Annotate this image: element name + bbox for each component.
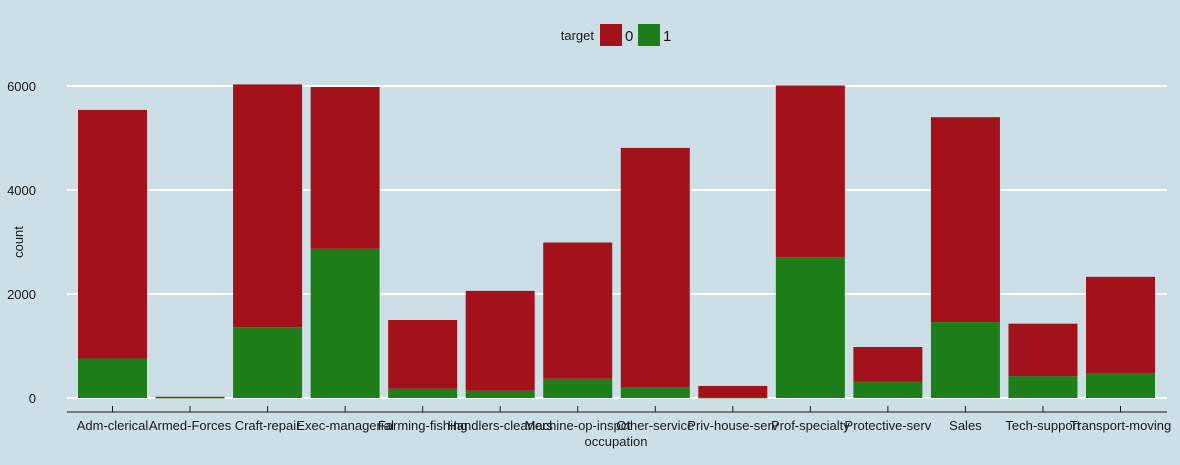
y-tick-label-4000: 4000 [7, 183, 36, 198]
y-axis: 0 2000 4000 6000 [7, 79, 36, 406]
x-tick-label-Armed-Forces: Armed-Forces [149, 418, 232, 433]
bar-Armed-Forces-target-0 [155, 396, 225, 398]
bar-Protective-serv-target-0 [853, 347, 923, 382]
gridlines [67, 85, 1167, 399]
x-tick-label-Tech-support: Tech-support [1005, 418, 1081, 433]
bar-Handlers-cleaners-target-0 [465, 290, 535, 391]
y-axis-title: count [11, 226, 26, 258]
bar-Farming-fishing-target-1 [388, 388, 458, 398]
legend-title: target [561, 28, 595, 43]
bar-Craft-repair-target-0 [233, 84, 303, 328]
bar-Armed-Forces-target-1 [155, 397, 225, 399]
bar-Craft-repair-target-1 [233, 327, 303, 398]
x-tick-label-Machine-op-inspct: Machine-op-inspct [525, 418, 632, 433]
bar-Other-service-target-1 [620, 387, 690, 398]
bar-Sales-target-0 [930, 117, 1000, 323]
bar-Exec-managerial-target-0 [310, 87, 380, 249]
bar-Priv-house-serv-target-1 [698, 397, 768, 399]
legend-label-1: 1 [663, 28, 671, 45]
bar-Prof-specialty-target-0 [775, 85, 845, 258]
bar-Tech-support-target-1 [1008, 376, 1078, 398]
bar-Sales-target-1 [930, 322, 1000, 398]
legend-swatch-0 [600, 24, 622, 46]
x-axis-title: occupation [585, 434, 648, 449]
x-tick-label-Other-service: Other-service [616, 418, 694, 433]
x-tick-label-Transport-moving: Transport-moving [1070, 418, 1171, 433]
x-tick-label-Farming-fishing: Farming-fishing [378, 418, 468, 433]
y-tick-label-0: 0 [29, 391, 36, 406]
x-tick-label-Protective-serv: Protective-serv [845, 418, 932, 433]
bar-Protective-serv-target-1 [853, 381, 923, 398]
x-axis: Adm-clerical Armed-Forces Craft-repairExec… [67, 406, 1171, 433]
bar-Machine-op-inspct-target-1 [543, 378, 613, 398]
bar-Handlers-cleaners-target-1 [465, 390, 535, 398]
x-tick-label-Craft-repair: Craft-repair [235, 418, 301, 433]
x-tick-label-Adm-clerical: Adm-clerical [77, 418, 149, 433]
bar-Farming-fishing-target-0 [388, 320, 458, 389]
legend-label-0: 0 [625, 28, 633, 45]
bars [78, 84, 1155, 399]
legend: target 0 1 [561, 24, 671, 46]
bar-Tech-support-target-0 [1008, 323, 1078, 377]
bar-Adm-clerical-target-0 [78, 109, 147, 359]
y-tick-label-2000: 2000 [7, 287, 36, 302]
legend-swatch-1 [638, 24, 660, 46]
bar-Machine-op-inspct-target-0 [543, 242, 613, 379]
bar-Prof-specialty-target-1 [775, 257, 845, 398]
bar-Priv-house-serv-target-0 [698, 385, 768, 398]
x-tick-label-Exec-managerial: Exec-managerial [296, 418, 394, 433]
x-tick-label-Sales: Sales [949, 418, 982, 433]
x-tick-label-Priv-house-serv: Priv-house-serv [687, 418, 779, 433]
bar-Other-service-target-0 [620, 147, 690, 388]
bar-Transport-moving-target-1 [1086, 373, 1155, 398]
bar-Exec-managerial-target-1 [310, 248, 380, 398]
y-tick-label-6000: 6000 [7, 79, 36, 94]
x-tick-label-Prof-specialty: Prof-specialty [771, 418, 850, 433]
bar-Adm-clerical-target-1 [78, 358, 147, 398]
bar-Transport-moving-target-0 [1086, 276, 1155, 374]
x-tick-label-Handlers-cleaners: Handlers-cleaners [447, 418, 553, 433]
